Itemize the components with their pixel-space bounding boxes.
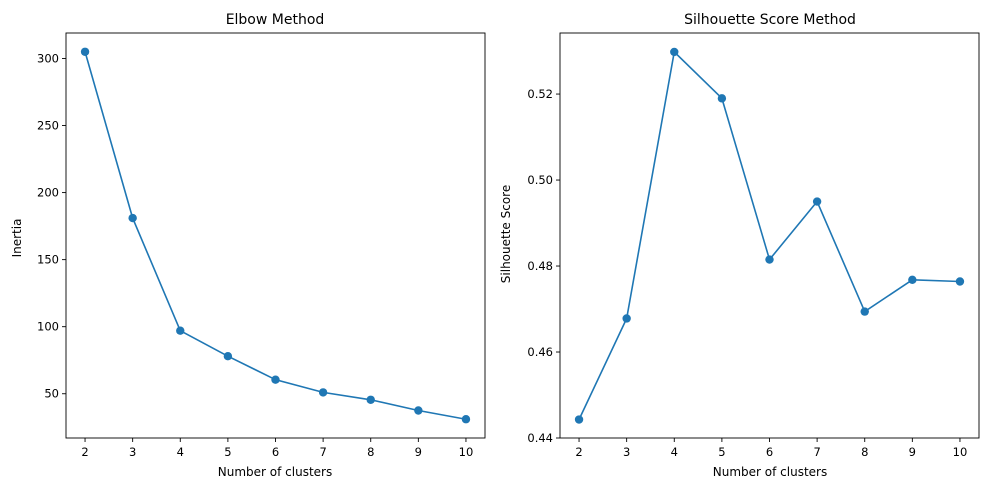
y-tick-label: 100 <box>37 320 59 334</box>
data-point <box>622 314 631 323</box>
elbow-chart: Elbow Method Number of clusters Inertia … <box>10 12 486 479</box>
x-tick-label: 4 <box>671 445 678 459</box>
x-tick-label: 5 <box>718 445 725 459</box>
plot-frame <box>559 32 980 439</box>
x-tick-label: 6 <box>766 445 773 459</box>
data-point <box>717 94 727 103</box>
y-tick-label: 0.46 <box>527 345 553 359</box>
x-tick-label: 5 <box>224 445 231 459</box>
silhouette-chart: Silhouette Score Method Number of cluste… <box>499 12 980 479</box>
data-point <box>670 47 679 57</box>
series-line <box>578 50 960 420</box>
y-tick-label: 0.50 <box>527 173 553 187</box>
data-point <box>128 213 137 223</box>
data-point <box>812 197 822 206</box>
x-axis-label: Number of clusters <box>713 465 827 479</box>
data-point <box>366 395 375 404</box>
data-point <box>176 326 185 335</box>
x-tick-label: 8 <box>861 445 868 459</box>
data-point <box>461 415 471 424</box>
x-tick-label: 7 <box>319 445 326 459</box>
y-tick-label: 50 <box>44 387 59 401</box>
data-point <box>223 351 233 361</box>
y-tick-label: 150 <box>37 253 59 267</box>
x-tick-label: 2 <box>81 445 88 459</box>
x-tick-label: 3 <box>623 445 630 459</box>
y-tick-label: 0.52 <box>527 87 553 101</box>
x-tick-label: 4 <box>177 445 184 459</box>
data-point <box>860 307 869 316</box>
x-tick-label: 9 <box>415 445 422 459</box>
series-line <box>84 51 467 421</box>
x-tick-label: 10 <box>459 445 474 459</box>
data-point <box>414 406 423 415</box>
x-tick-label: 6 <box>272 445 279 459</box>
data-point <box>318 388 328 397</box>
x-tick-label: 3 <box>129 445 136 459</box>
y-tick-label: 250 <box>37 119 59 133</box>
x-tick-label: 9 <box>909 445 916 459</box>
x-tick-label: 2 <box>575 445 582 459</box>
chart-title: Silhouette Score Method <box>684 12 856 28</box>
data-point <box>271 375 280 384</box>
data-point <box>955 277 965 286</box>
x-tick-label: 8 <box>367 445 374 459</box>
y-tick-label: 300 <box>37 51 59 65</box>
x-tick-label: 7 <box>813 445 820 459</box>
x-tick-label: 10 <box>953 445 968 459</box>
data-point <box>574 415 584 424</box>
x-axis-label: Number of clusters <box>218 465 332 479</box>
y-axis-label: Inertia <box>10 219 24 258</box>
y-axis-label: Silhouette Score <box>499 185 513 283</box>
data-point <box>765 255 774 264</box>
y-tick-label: 0.44 <box>527 431 553 445</box>
chart-title: Elbow Method <box>226 12 325 28</box>
y-tick-label: 200 <box>37 186 59 200</box>
y-tick-label: 0.48 <box>527 259 553 273</box>
data-point <box>908 275 917 284</box>
data-point <box>80 47 90 56</box>
